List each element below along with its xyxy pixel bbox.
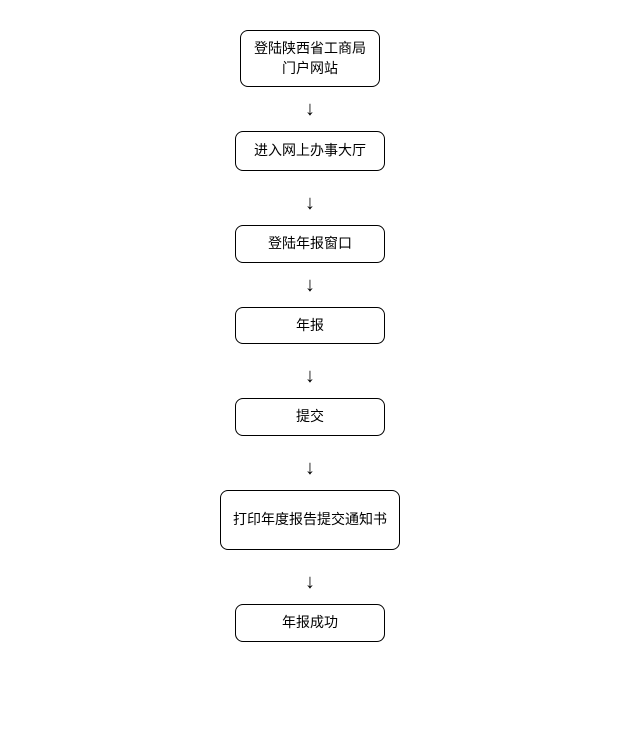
node-label: 年报成功 [282,613,338,633]
node-print-notice: 打印年度报告提交通知书 [220,490,400,550]
node-label: 登陆陕西省工商局门户网站 [253,39,367,78]
node-login-portal: 登陆陕西省工商局门户网站 [240,30,380,87]
node-label: 提交 [296,407,324,427]
node-label: 打印年度报告提交通知书 [233,510,387,530]
node-label: 登陆年报窗口 [268,234,352,254]
arrow-icon: ↓ [305,458,315,478]
node-submit: 提交 [235,398,385,436]
node-label: 进入网上办事大厅 [254,141,366,161]
arrow-icon: ↓ [305,366,315,386]
arrow-icon: ↓ [305,275,315,295]
node-success: 年报成功 [235,604,385,642]
arrow-icon: ↓ [305,572,315,592]
node-annual-report: 年报 [235,307,385,345]
node-login-window: 登陆年报窗口 [235,225,385,263]
arrow-icon: ↓ [305,193,315,213]
node-enter-hall: 进入网上办事大厅 [235,131,385,171]
arrow-icon: ↓ [305,99,315,119]
node-label: 年报 [296,316,324,336]
flowchart-container: 登陆陕西省工商局门户网站 ↓ 进入网上办事大厅 ↓ 登陆年报窗口 ↓ 年报 ↓ … [220,30,400,642]
